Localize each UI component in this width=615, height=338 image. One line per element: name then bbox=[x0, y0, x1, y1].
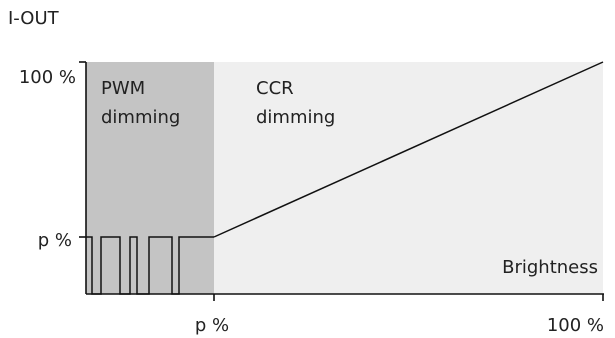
ccr-ramp-line bbox=[213, 61, 604, 238]
ccr-label-line1: CCR bbox=[256, 78, 294, 99]
x-axis-label: Brightness bbox=[502, 257, 598, 278]
pwm-label-line1: PWM bbox=[101, 78, 145, 99]
x-tick-label-p: p % bbox=[195, 315, 229, 336]
ccr-region bbox=[214, 62, 603, 294]
pwm-waveform bbox=[86, 236, 214, 295]
y-tick-label-p: p % bbox=[38, 230, 72, 251]
ccr-label-line2: dimming bbox=[256, 107, 335, 128]
pwm-label-line2: dimming bbox=[101, 107, 180, 128]
pwm-region bbox=[86, 62, 214, 294]
x-tick-label-100: 100 % bbox=[547, 315, 604, 336]
y-axis-title: I-OUT bbox=[8, 8, 60, 29]
y-tick-label-100: 100 % bbox=[19, 67, 76, 88]
